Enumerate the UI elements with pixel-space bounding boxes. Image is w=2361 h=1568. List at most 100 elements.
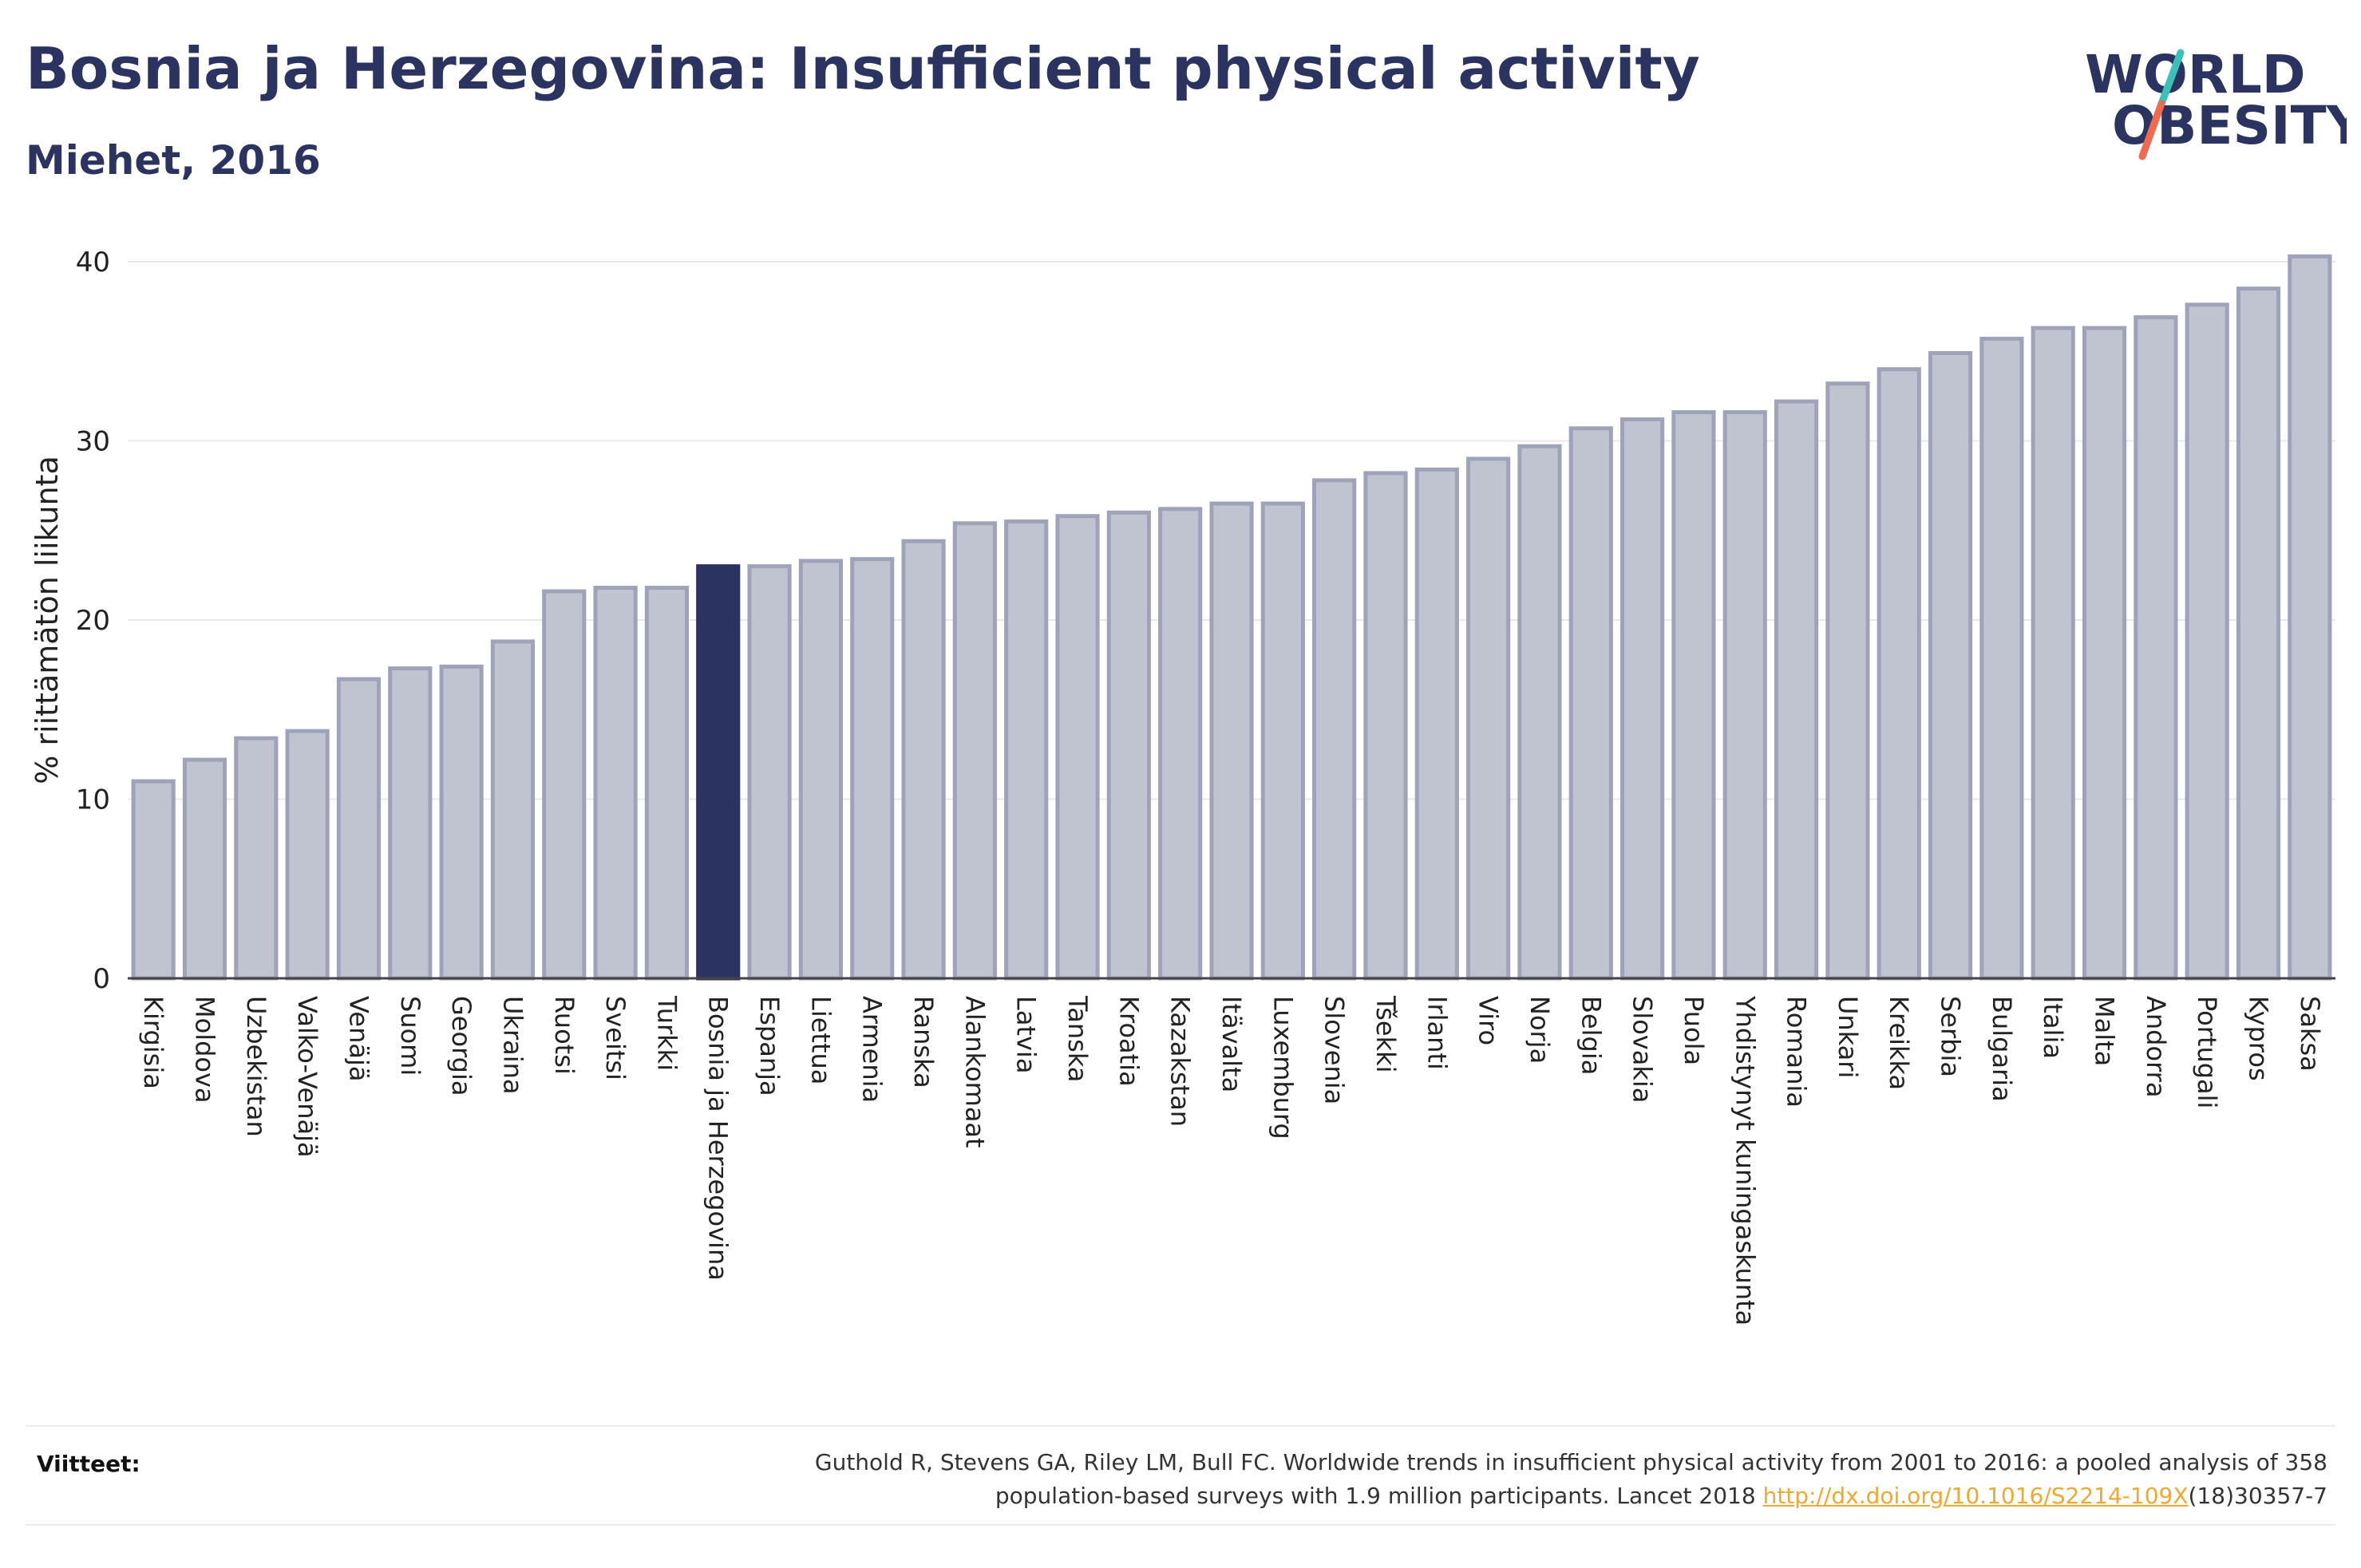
bar	[2185, 302, 2229, 981]
references-line-2-prefix: population-based surveys with 1.9 millio…	[995, 1483, 1763, 1509]
x-tick-label: Itävalta	[1216, 996, 1247, 1092]
x-tick-label: Venäjä	[343, 996, 374, 1081]
bar	[234, 736, 279, 981]
bar	[1466, 456, 1511, 981]
x-tick-label: Portugali	[2192, 996, 2222, 1108]
x-tick-label: Bosnia ja Herzegovina	[703, 996, 734, 1281]
bar	[2134, 315, 2178, 981]
x-tick-label: Tšekki	[1370, 995, 1401, 1073]
svg-text:WORLD: WORLD	[2085, 44, 2306, 105]
x-tick-label: Sveitsi	[600, 996, 631, 1080]
x-tick-label: Ranska	[908, 996, 939, 1088]
references-text: Guthold R, Stevens GA, Riley LM, Bull FC…	[571, 1446, 2327, 1513]
x-tick-label: Slovenia	[1319, 996, 1350, 1104]
x-tick-label: Ukraina	[497, 996, 528, 1095]
bar	[2082, 326, 2127, 981]
x-tick-label: Andorra	[2141, 996, 2171, 1097]
bar	[901, 539, 946, 981]
x-tick-label: Belgia	[1576, 996, 1606, 1075]
x-tick-label: Kroatia	[1113, 996, 1144, 1087]
bar	[1055, 514, 1100, 981]
x-tick-label: Moldova	[189, 996, 219, 1104]
bar	[1106, 510, 1151, 981]
bar	[747, 564, 792, 981]
page-title: Bosnia ja Herzegovina: Insufficient phys…	[26, 35, 1700, 102]
x-tick-label: Italia	[2038, 996, 2068, 1059]
bar-chart: 0 10 20 30 40 % riittämätön liikunta Kirgisia M…	[30, 247, 2335, 1325]
x-tick-label: Suomi	[395, 996, 425, 1076]
x-tick-label: Tanska	[1062, 995, 1093, 1082]
y-axis-label: % riittämätön liikunta	[30, 456, 65, 784]
x-tick-label: Kypros	[2244, 996, 2274, 1081]
x-tick-label: Luxemburg	[1268, 996, 1298, 1139]
bar	[1928, 350, 1973, 981]
x-tick-label: Liettua	[805, 996, 836, 1084]
x-tick-label: Saksa	[2295, 996, 2325, 1072]
bar	[1877, 367, 1921, 981]
y-tick-label: 0	[93, 963, 110, 995]
x-tick-label: Armenia	[857, 996, 888, 1103]
x-tick-label: Yhdistynyt kuningaskunta	[1730, 995, 1760, 1325]
x-tick-label: Latvia	[1011, 996, 1042, 1073]
x-tick-label: Romania	[1782, 996, 1812, 1108]
x-tick-label: Puola	[1679, 996, 1709, 1065]
x-tick-label: Georgia	[446, 996, 477, 1096]
x-tick-label: Valko-Venäjä	[292, 996, 322, 1158]
bar	[1517, 444, 1562, 981]
bar	[1568, 426, 1613, 981]
x-tick-label: Irlanti	[1422, 996, 1452, 1070]
bar	[182, 757, 227, 981]
bar	[2236, 286, 2281, 981]
y-tick-label: 10	[76, 784, 110, 816]
x-tick-label: Ruotsi	[549, 996, 579, 1075]
bar	[1004, 519, 1049, 981]
x-tick-label: Slovakia	[1627, 996, 1658, 1103]
bar	[1363, 471, 1408, 981]
bar	[952, 521, 997, 981]
x-tick-label: Serbia	[1936, 996, 1966, 1077]
y-tick-label: 30	[76, 426, 110, 458]
bar	[336, 677, 382, 981]
bar	[490, 639, 536, 981]
doi-link[interactable]: http://dx.doi.org/10.1016/S2214-109X	[1762, 1483, 2189, 1509]
bar	[1620, 417, 1665, 981]
page-subtitle: Miehet, 2016	[26, 137, 321, 184]
x-tick-label: Espanja	[754, 996, 785, 1096]
bar	[798, 559, 843, 981]
bar	[542, 589, 587, 981]
divider-bottom	[26, 1524, 2335, 1526]
x-tick-label: Unkari	[1833, 996, 1863, 1078]
bar	[1158, 507, 1203, 981]
references-label: Viitteet:	[37, 1451, 140, 1477]
bar	[593, 586, 638, 981]
bar	[850, 557, 895, 981]
bar	[2031, 326, 2075, 981]
references-line-2-suffix: (18)30357-7	[2188, 1483, 2327, 1509]
bar	[1209, 501, 1254, 981]
bar	[439, 664, 484, 981]
x-tick-label: Kazakstan	[1165, 996, 1196, 1127]
x-tick-label: Norja	[1525, 996, 1555, 1064]
bar	[388, 666, 433, 981]
bar	[1825, 381, 1870, 981]
bar	[1979, 337, 2024, 981]
x-tick-label: Kirgisia	[138, 996, 168, 1089]
bar	[285, 729, 330, 981]
bar	[1414, 467, 1459, 981]
bar	[1722, 410, 1767, 981]
bar	[644, 586, 690, 981]
y-tick-label: 40	[76, 247, 110, 278]
x-tick-label: Turkki	[651, 995, 682, 1071]
references-line-1: Guthold R, Stevens GA, Riley LM, Bull FC…	[814, 1449, 2327, 1475]
y-tick-label: 20	[76, 605, 110, 637]
x-tick-label: Viro	[1473, 996, 1504, 1045]
references-line-2: population-based surveys with 1.9 millio…	[571, 1479, 2327, 1513]
divider-top	[26, 1425, 2335, 1427]
bar	[1774, 399, 1819, 981]
x-tick-label: Kreikka	[1884, 996, 1914, 1090]
bar	[131, 779, 176, 981]
x-tick-label: Alankomaat	[959, 996, 990, 1148]
bar	[1312, 478, 1357, 981]
x-tick-label: Bulgaria	[1987, 996, 2017, 1102]
world-obesity-logo: WORLD OBESITY	[2075, 24, 2361, 168]
